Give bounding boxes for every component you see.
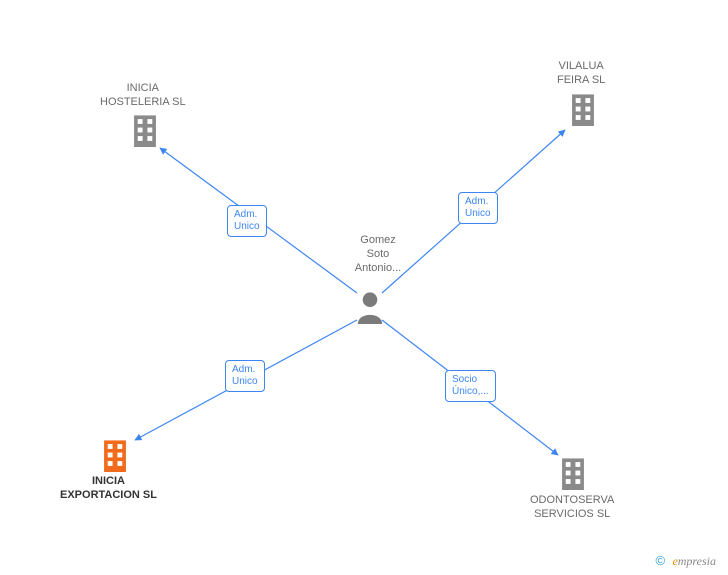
footer-branding: © empresia — [656, 553, 717, 569]
copyright-symbol: © — [656, 553, 666, 568]
relationship-badge: Adm. Unico — [458, 192, 498, 224]
company-label: ODONTOSERVA SERVICIOS SL — [530, 494, 614, 522]
company-label: INICIA HOSTELERIA SL — [100, 82, 186, 110]
company-label: VILALUA FEIRA SL — [557, 60, 605, 88]
person-icon — [355, 290, 385, 324]
company-label: INICIA EXPORTACION SL — [60, 475, 157, 503]
relationship-badge: Adm. Unico — [227, 205, 267, 237]
brand-rest: mpresia — [678, 554, 716, 568]
building-icon — [558, 456, 588, 490]
relationship-badge: Socio Único,... — [445, 370, 496, 402]
building-icon — [568, 92, 598, 126]
building-icon — [130, 113, 160, 147]
relationship-badge: Adm. Unico — [225, 360, 265, 392]
building-icon — [100, 438, 130, 472]
center-person-label: Gomez Soto Antonio... — [348, 234, 408, 275]
